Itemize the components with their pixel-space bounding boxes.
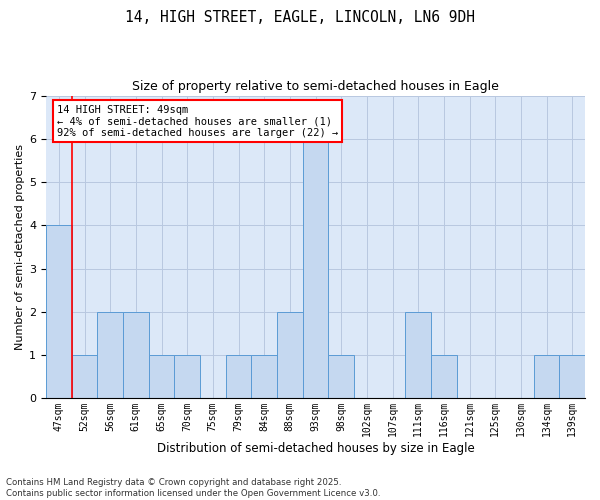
- Bar: [406, 312, 431, 398]
- Bar: [251, 355, 277, 399]
- Bar: [559, 355, 585, 399]
- Bar: [123, 312, 149, 398]
- Bar: [175, 355, 200, 399]
- Bar: [302, 139, 328, 398]
- Text: Contains HM Land Registry data © Crown copyright and database right 2025.
Contai: Contains HM Land Registry data © Crown c…: [6, 478, 380, 498]
- Bar: [277, 312, 302, 398]
- Bar: [226, 355, 251, 399]
- Bar: [149, 355, 175, 399]
- Bar: [71, 355, 97, 399]
- Y-axis label: Number of semi-detached properties: Number of semi-detached properties: [15, 144, 25, 350]
- Title: Size of property relative to semi-detached houses in Eagle: Size of property relative to semi-detach…: [132, 80, 499, 93]
- X-axis label: Distribution of semi-detached houses by size in Eagle: Distribution of semi-detached houses by …: [157, 442, 475, 455]
- Bar: [328, 355, 354, 399]
- Text: 14 HIGH STREET: 49sqm
← 4% of semi-detached houses are smaller (1)
92% of semi-d: 14 HIGH STREET: 49sqm ← 4% of semi-detac…: [57, 104, 338, 138]
- Bar: [533, 355, 559, 399]
- Text: 14, HIGH STREET, EAGLE, LINCOLN, LN6 9DH: 14, HIGH STREET, EAGLE, LINCOLN, LN6 9DH: [125, 10, 475, 25]
- Bar: [431, 355, 457, 399]
- Bar: [46, 226, 71, 398]
- Bar: [97, 312, 123, 398]
